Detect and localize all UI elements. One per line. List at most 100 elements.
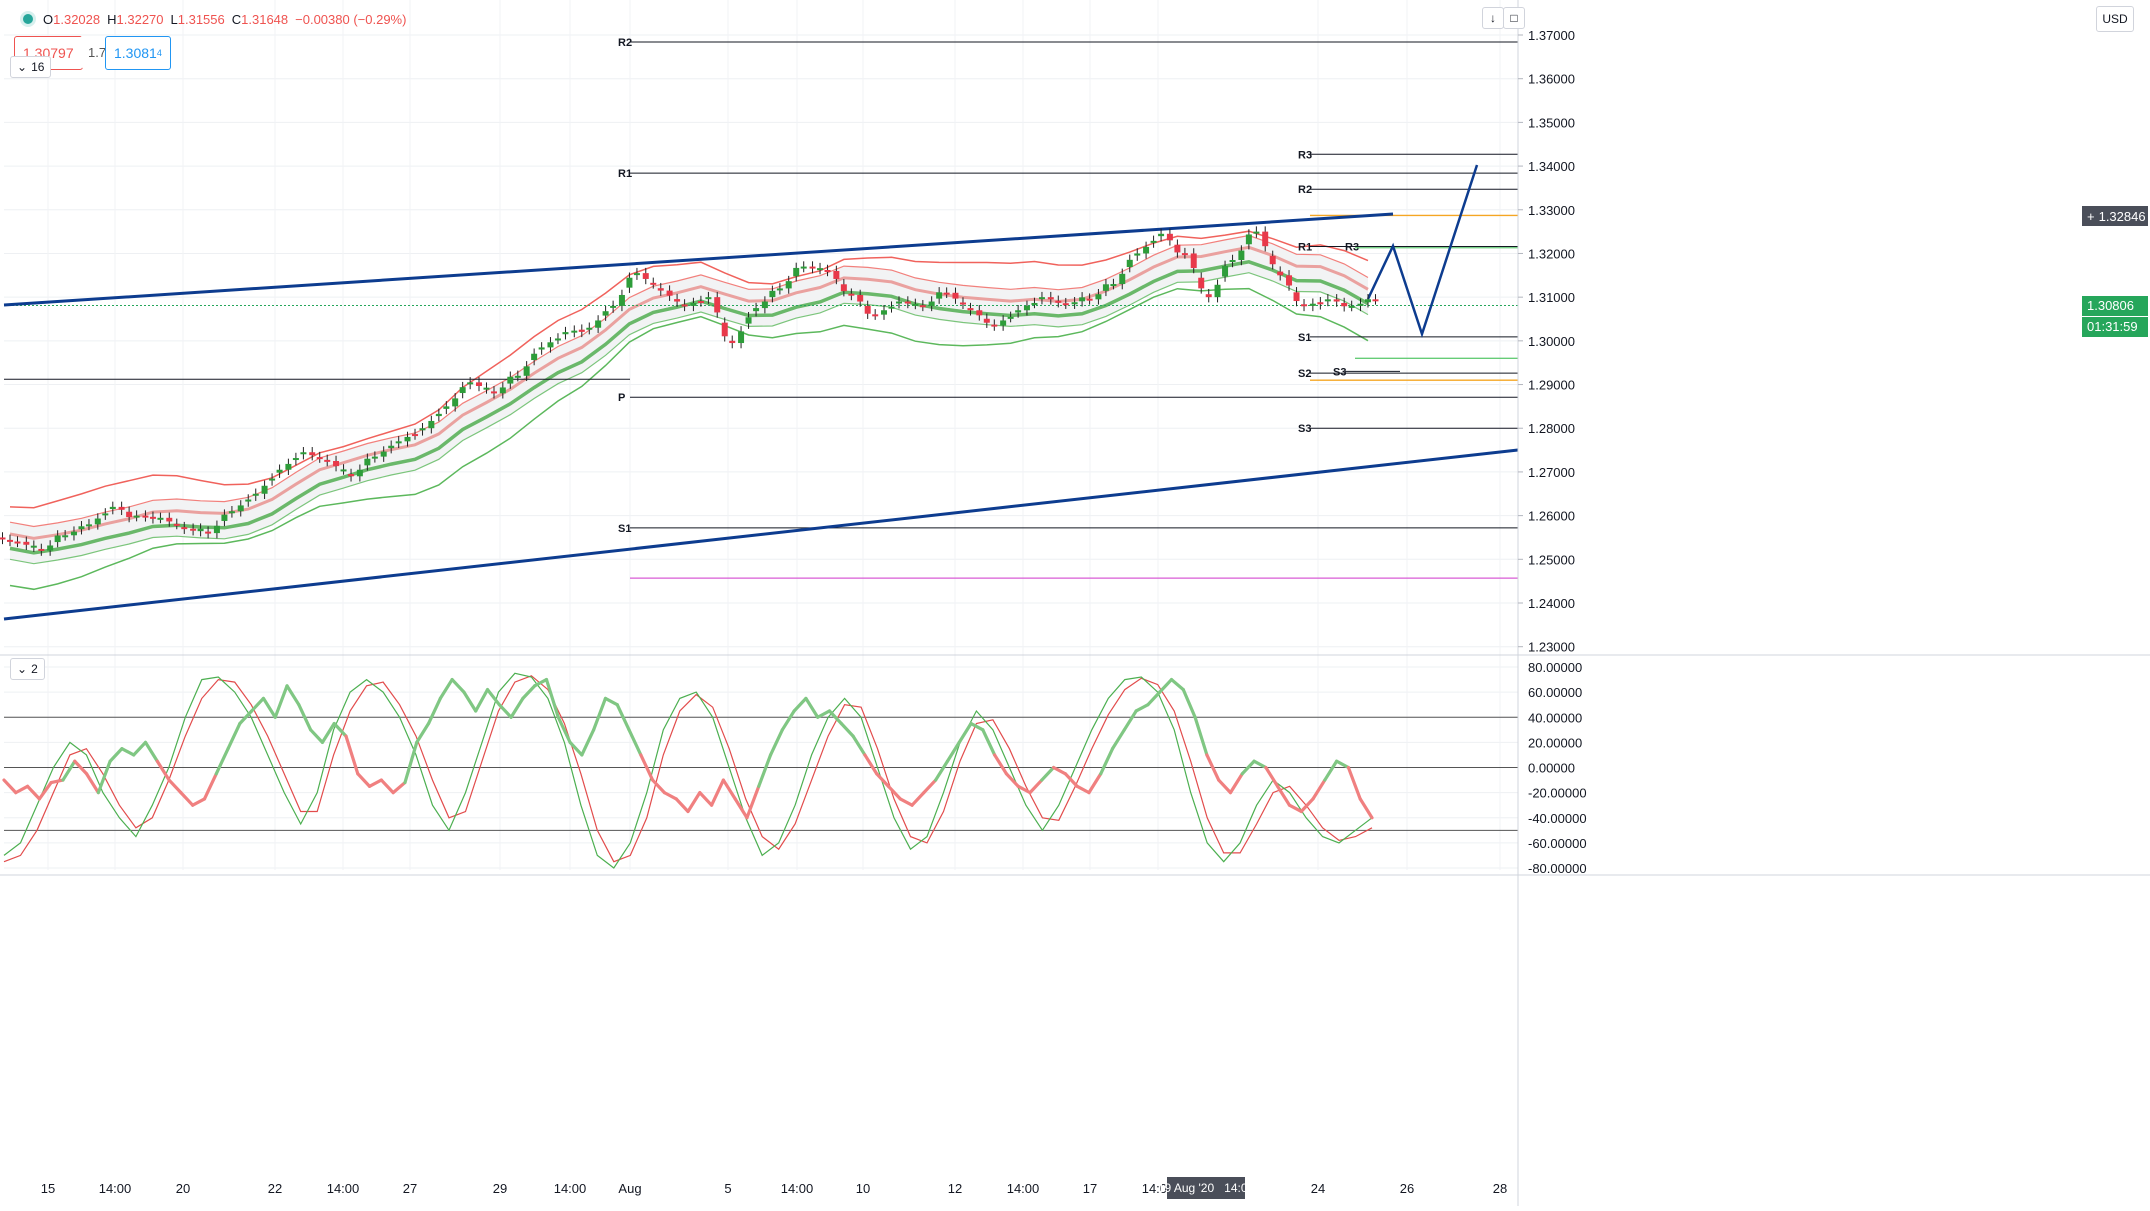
cci-segment	[167, 778, 183, 795]
cci-segment	[1051, 765, 1067, 776]
time-tick-label: 29	[493, 1181, 507, 1196]
countdown-tag: 01:31:59	[2082, 316, 2148, 337]
price-tick-label: 1.31000	[1528, 290, 1575, 305]
pivot-label: S3	[1333, 366, 1346, 378]
download-icon[interactable]: ↓	[1482, 7, 1504, 29]
candle-body	[785, 281, 792, 289]
candle-body	[793, 267, 800, 277]
candle-body	[1015, 310, 1022, 313]
candle-body	[371, 456, 378, 459]
indicators-collapse-button[interactable]: ⌄ 16	[10, 56, 52, 78]
cci-segment	[332, 721, 348, 738]
osc-tick-label: 40.00000	[1528, 710, 1582, 725]
osc-tick-label: -60.00000	[1528, 836, 1587, 851]
candle-body	[435, 413, 442, 417]
cci-segment	[1264, 765, 1280, 788]
indicators-count: 16	[31, 60, 45, 74]
cci-segment	[285, 684, 301, 707]
moving-average-red	[9, 245, 1369, 540]
candle-body	[1158, 233, 1165, 237]
cci-segment	[804, 696, 820, 719]
pivot-label: R3	[1298, 149, 1312, 161]
candle-body	[928, 301, 935, 306]
oscillator-collapse-button[interactable]: ⌄ 2	[10, 658, 45, 680]
candle-body	[404, 436, 411, 442]
cci-segment	[957, 721, 973, 744]
cci-segment	[450, 677, 466, 694]
cci-segment	[509, 696, 525, 719]
cci-segment	[733, 797, 749, 820]
cci-segment	[851, 734, 867, 757]
cci-segment	[25, 784, 41, 801]
maximize-icon[interactable]: □	[1503, 7, 1525, 29]
cci-segment	[1040, 765, 1056, 782]
candle-body	[443, 406, 450, 409]
candle-body	[642, 273, 649, 279]
candle-body	[452, 398, 459, 407]
cci-segment	[603, 696, 619, 707]
time-tick-label: 17	[1083, 1181, 1097, 1196]
candle-body	[531, 353, 538, 361]
candle-body	[157, 517, 164, 520]
cci-segment	[1134, 703, 1150, 713]
candle-body	[824, 269, 831, 272]
candle-body	[586, 327, 593, 330]
price-tick-label: 1.36000	[1528, 72, 1575, 87]
candle-body	[714, 297, 721, 313]
candle-body	[800, 266, 807, 269]
cci-segment	[698, 791, 714, 807]
cci-segment	[415, 721, 431, 744]
candle-body	[738, 331, 745, 344]
cci-segment	[1346, 765, 1362, 801]
candle-body	[967, 308, 974, 311]
candle-body	[872, 314, 879, 317]
candle-body	[78, 526, 85, 530]
candle-body	[864, 305, 871, 314]
cci-segment	[721, 778, 737, 801]
cci-segment	[768, 728, 784, 757]
cci-segment	[898, 797, 914, 807]
cci-segment	[226, 721, 242, 751]
candle-body	[126, 511, 133, 518]
candle-body	[610, 305, 617, 308]
last-price-tag: 1.30806	[2082, 295, 2148, 316]
candle-body	[316, 457, 323, 460]
time-tick-label: 26	[1400, 1181, 1414, 1196]
chevron-down-icon: ⌄	[17, 60, 28, 74]
candle-body	[817, 268, 824, 271]
candle-body	[356, 469, 363, 477]
cci-segment	[1004, 772, 1020, 788]
candle-body	[0, 537, 6, 540]
candle-body	[133, 515, 140, 518]
pivot-label: S1	[1298, 332, 1311, 344]
time-tick-label: 15	[41, 1181, 55, 1196]
candle-body	[62, 535, 69, 538]
lower-band-inner	[9, 272, 1369, 565]
candle-body	[1262, 231, 1269, 247]
cci-segment	[261, 696, 277, 719]
lower-band-outer	[9, 287, 1369, 591]
cci-segment	[615, 703, 631, 732]
cci-segment	[1205, 753, 1221, 782]
time-tick-label: 14:00	[1007, 1181, 1040, 1196]
candle-body	[1174, 244, 1181, 253]
candle-body	[705, 297, 712, 300]
cci-segment	[1276, 784, 1292, 807]
time-tick-label: 14:00	[99, 1181, 132, 1196]
cci-segment	[686, 791, 702, 814]
ohlc-change: −0.00380 (−0.29%)	[295, 11, 407, 27]
cci-segment	[426, 696, 442, 726]
crosshair-price-tag: + 1.32846	[2082, 206, 2148, 227]
cci-segment	[497, 703, 513, 719]
cci-segment	[757, 753, 773, 788]
candle-body	[919, 305, 926, 308]
buy-button[interactable]: 1.3081 4	[105, 36, 171, 70]
candle-body	[1293, 292, 1300, 302]
cci-segment	[592, 696, 608, 732]
currency-button[interactable]: USD	[2096, 6, 2134, 32]
lower-trendline	[3, 448, 1519, 621]
candle-body	[213, 525, 220, 534]
candle-body	[1086, 298, 1093, 301]
